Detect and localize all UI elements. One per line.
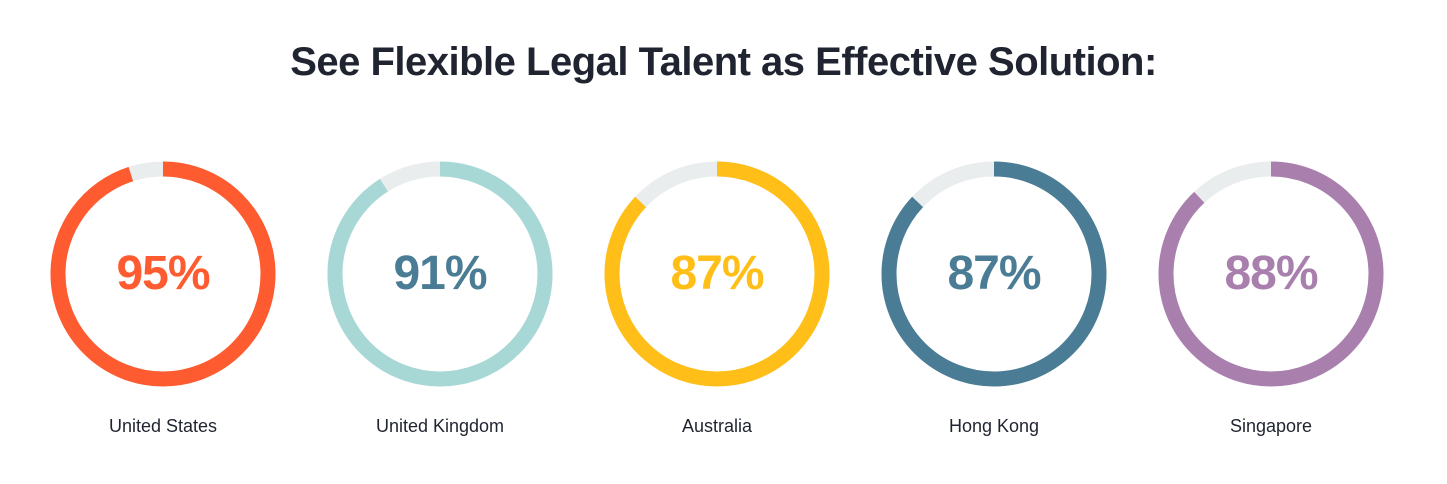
donut-hong-kong: 87% xyxy=(880,160,1108,388)
value-label-united-states: 95% xyxy=(49,160,277,388)
value-label-singapore: 88% xyxy=(1157,160,1385,388)
category-label-united-kingdom: United Kingdom xyxy=(320,416,560,437)
donut-united-states: 95% xyxy=(49,160,277,388)
category-label-hong-kong: Hong Kong xyxy=(874,416,1114,437)
donut-united-kingdom: 91% xyxy=(326,160,554,388)
donut-australia: 87% xyxy=(603,160,831,388)
value-label-united-kingdom: 91% xyxy=(326,160,554,388)
category-label-australia: Australia xyxy=(597,416,837,437)
category-label-united-states: United States xyxy=(43,416,283,437)
value-label-australia: 87% xyxy=(603,160,831,388)
value-label-hong-kong: 87% xyxy=(880,160,1108,388)
donut-singapore: 88% xyxy=(1157,160,1385,388)
category-label-singapore: Singapore xyxy=(1151,416,1391,437)
